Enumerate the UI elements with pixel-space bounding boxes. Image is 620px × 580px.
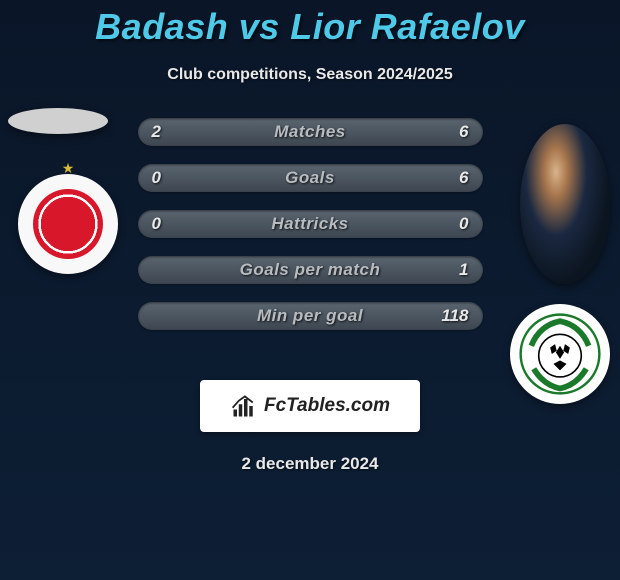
stat-row-min-per-goal: Min per goal 118	[138, 302, 483, 330]
watermark-text: FcTables.com	[264, 395, 390, 417]
stat-right-value: 6	[459, 122, 468, 142]
stat-right-value: 0	[459, 214, 468, 234]
star-icon: ★	[62, 160, 75, 177]
club-right-icon	[519, 313, 601, 395]
player-right-portrait	[520, 124, 610, 284]
stat-right-value: 6	[459, 168, 468, 188]
stat-right-value: 118	[441, 306, 468, 326]
stat-row-goals: 0 Goals 6	[138, 164, 483, 192]
chart-icon	[230, 392, 258, 420]
stat-label: Matches	[274, 122, 346, 142]
stat-left-value: 2	[152, 122, 161, 142]
player-left-portrait	[8, 108, 108, 134]
stat-bars: 2 Matches 6 0 Goals 6 0 Hattricks 0 Goal…	[138, 114, 483, 330]
club-left-badge: ★	[18, 174, 118, 274]
stat-label: Goals	[285, 168, 335, 188]
stat-row-goals-per-match: Goals per match 1	[138, 256, 483, 284]
stat-right-value: 1	[459, 260, 468, 280]
stat-row-hattricks: 0 Hattricks 0	[138, 210, 483, 238]
subtitle: Club competitions, Season 2024/2025	[0, 66, 620, 84]
stat-row-matches: 2 Matches 6	[138, 118, 483, 146]
page-title: Badash vs Lior Rafaelov	[0, 0, 620, 48]
club-right-badge	[510, 304, 610, 404]
date-label: 2 december 2024	[0, 454, 620, 474]
stat-label: Goals per match	[240, 260, 381, 280]
stats-area: ★ 2 Matches 6 0 Goals 6 0 Hattricks	[0, 114, 620, 330]
stat-left-value: 0	[152, 168, 161, 188]
stat-label: Min per goal	[257, 306, 363, 326]
stat-left-value: 0	[152, 214, 161, 234]
stat-label: Hattricks	[271, 214, 348, 234]
watermark-badge: FcTables.com	[200, 380, 420, 432]
